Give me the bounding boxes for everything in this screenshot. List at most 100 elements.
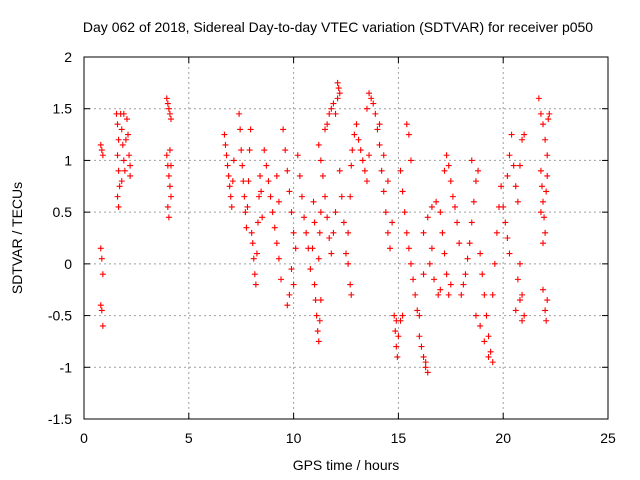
y-axis-label: SDTVAR / TECUs: [9, 182, 25, 294]
data-point: [414, 307, 421, 314]
data-point: [99, 271, 106, 278]
data-point: [273, 240, 280, 247]
data-point: [284, 302, 291, 309]
data-point: [470, 198, 477, 205]
data-point: [275, 255, 282, 262]
data-point: [347, 193, 354, 200]
y-tick-label: 0.5: [53, 204, 73, 220]
data-point: [359, 157, 366, 164]
data-point: [545, 116, 552, 123]
data-point: [475, 167, 482, 174]
y-tick-label: 1: [64, 152, 72, 168]
grid-lines: [84, 57, 608, 419]
data-point: [238, 147, 245, 154]
data-point: [374, 126, 381, 133]
data-point: [519, 136, 526, 143]
data-point: [456, 240, 463, 247]
data-point: [449, 193, 456, 200]
data-point: [435, 291, 442, 298]
data-point: [437, 209, 444, 216]
data-point: [244, 203, 251, 210]
data-point: [326, 110, 333, 117]
data-point: [479, 271, 486, 278]
data-point: [282, 147, 289, 154]
data-point: [241, 193, 248, 200]
data-point: [407, 260, 414, 267]
data-point: [519, 291, 526, 298]
data-point: [504, 235, 511, 241]
data-point: [236, 110, 243, 117]
data-point: [389, 219, 396, 226]
x-tick-label: 20: [495, 430, 511, 446]
data-point: [458, 291, 465, 298]
data-point: [99, 322, 106, 329]
data-point: [343, 250, 349, 257]
data-point: [422, 359, 429, 366]
data-point: [521, 131, 528, 138]
data-point: [330, 100, 337, 107]
y-tick-label: 1.5: [53, 101, 73, 117]
data-point: [114, 193, 121, 200]
data-point: [324, 121, 331, 128]
data-point: [336, 90, 343, 97]
data-point: [546, 110, 553, 117]
x-axis-label: GPS time / hours: [293, 457, 400, 473]
data-point: [115, 203, 122, 210]
data-point: [418, 343, 425, 350]
data-point: [332, 110, 339, 117]
data-point: [512, 183, 519, 190]
data-point: [221, 131, 228, 138]
data-point: [353, 121, 360, 128]
data-points: [97, 79, 553, 376]
data-point: [542, 229, 549, 236]
data-point: [412, 291, 419, 298]
data-point: [250, 255, 257, 262]
y-tick-label: -0.5: [48, 308, 72, 324]
data-point: [540, 198, 547, 205]
data-point: [420, 353, 427, 360]
data-point: [254, 219, 261, 226]
data-point: [416, 312, 423, 319]
data-point: [370, 100, 377, 107]
data-point: [487, 348, 494, 355]
data-point: [164, 203, 171, 210]
data-point: [508, 131, 515, 138]
data-point: [410, 276, 417, 283]
x-tick-label: 25: [600, 430, 616, 446]
data-point: [445, 162, 452, 169]
data-point: [489, 291, 496, 298]
data-point: [349, 147, 356, 154]
data-point: [498, 183, 505, 190]
data-point: [477, 322, 484, 329]
data-point: [521, 312, 528, 319]
data-point: [543, 317, 550, 324]
data-point: [422, 364, 429, 371]
data-point: [428, 203, 435, 210]
data-point: [403, 121, 410, 128]
data-point: [477, 250, 484, 257]
data-point: [284, 167, 291, 174]
data-point: [319, 172, 326, 179]
data-point: [363, 105, 370, 112]
data-point: [237, 126, 244, 133]
data-point: [315, 141, 322, 148]
data-point: [311, 219, 318, 226]
data-point: [514, 198, 521, 205]
data-point: [502, 219, 509, 226]
data-point: [251, 271, 258, 278]
data-point: [543, 188, 550, 195]
data-point: [275, 198, 282, 205]
data-point: [328, 105, 335, 112]
data-point: [443, 271, 450, 278]
data-point: [120, 157, 127, 164]
data-point: [288, 266, 295, 273]
data-point: [324, 214, 331, 221]
data-point: [226, 183, 233, 190]
data-point: [454, 219, 461, 226]
data-point: [259, 214, 266, 221]
data-point: [97, 302, 104, 309]
data-point: [317, 157, 324, 164]
data-point: [537, 209, 544, 216]
data-point: [286, 188, 293, 195]
